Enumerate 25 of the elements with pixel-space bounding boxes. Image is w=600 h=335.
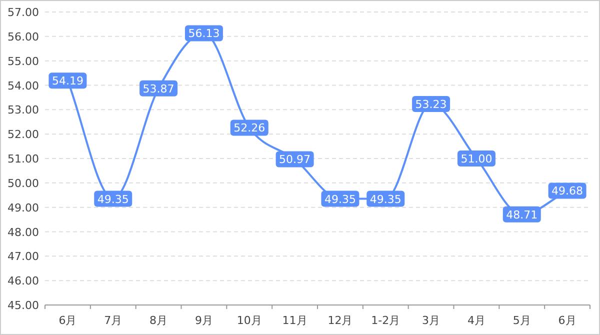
x-tick-label: 3月	[422, 314, 440, 327]
x-tick-label: 12月	[328, 314, 353, 327]
y-tick-label: 50.00	[8, 176, 39, 190]
y-tick-label: 51.00	[8, 152, 39, 166]
y-tick-label: 55.00	[8, 54, 39, 68]
x-tick-label: 8月	[150, 314, 168, 327]
x-tick-label: 7月	[104, 314, 122, 327]
x-tick-label: 9月	[194, 314, 213, 327]
x-tick-label: 4月	[467, 314, 486, 327]
y-tick-label: 46.00	[8, 274, 39, 288]
y-tick-label: 48.00	[8, 226, 39, 239]
x-tick-label: 1-2月	[371, 314, 400, 327]
y-tick-label: 53.00	[8, 104, 39, 117]
y-tick-label: 52.00	[8, 128, 39, 142]
y-tick-label: 49.00	[8, 201, 39, 214]
y-tick-label: 45.00	[8, 299, 39, 312]
x-tick-label: 11月	[282, 314, 308, 327]
x-tick-label: 6月	[558, 314, 576, 327]
x-tick-label: 5月	[512, 314, 531, 327]
x-tick-label: 10月	[236, 314, 262, 327]
y-tick-label: 56.00	[8, 30, 39, 44]
y-tick-label: 54.00	[8, 79, 39, 92]
y-tick-label: 47.00	[8, 250, 39, 264]
y-tick-label: 57.00	[8, 6, 39, 19]
x-tick-label: 6月	[58, 314, 77, 327]
